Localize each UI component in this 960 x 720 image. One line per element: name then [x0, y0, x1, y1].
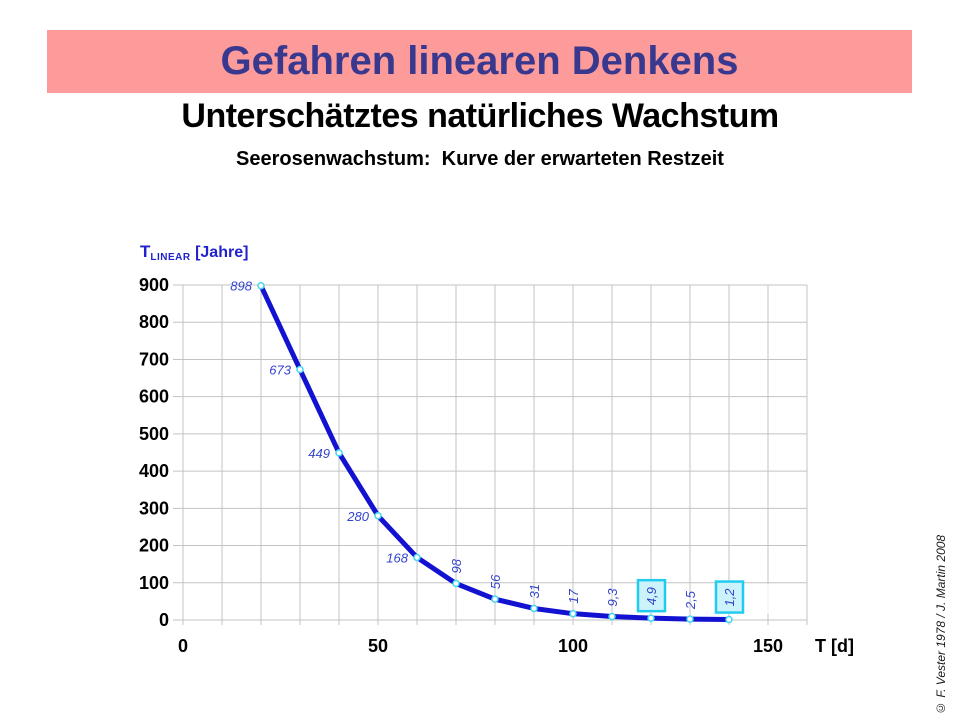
data-point [374, 512, 382, 520]
y-tick-label: 100 [139, 573, 169, 593]
copyright-credit: © F. Vester 1978 / J. Martin 2008 [934, 534, 948, 715]
data-label: 4,9 [644, 587, 659, 605]
y-tick-label: 400 [139, 461, 169, 481]
data-label: 280 [346, 509, 369, 524]
data-point [725, 615, 733, 624]
y-tick-label: 0 [159, 610, 169, 630]
data-label: 673 [269, 362, 291, 377]
y-tick-label: 700 [139, 349, 169, 369]
x-tick-label: 150 [753, 636, 783, 656]
data-label: 9,3 [605, 588, 620, 607]
y-axis-symbol: T [140, 242, 151, 261]
y-tick-label: 500 [139, 424, 169, 444]
y-tick-label: 300 [139, 498, 169, 518]
banner-title: Gefahren linearen Denkens [220, 39, 739, 83]
data-point [491, 595, 499, 603]
chart-subtitle: Seerosenwachstum: Kurve der erwarteten R… [236, 148, 724, 170]
y-axis-subscript: LINEAR [150, 252, 191, 263]
data-label: 31 [527, 584, 542, 598]
data-label-box [714, 580, 745, 614]
data-point [608, 612, 616, 621]
data-point [530, 604, 538, 613]
data-label: 898 [230, 279, 252, 294]
data-label: 56 [488, 574, 503, 589]
data-label-box [636, 578, 667, 613]
x-tick-label: 50 [368, 636, 388, 656]
data-label: 17 [566, 588, 581, 603]
y-tick-label: 200 [139, 536, 169, 556]
data-point [257, 281, 265, 290]
data-point [452, 579, 460, 588]
y-axis-unit: [Jahre] [190, 244, 249, 261]
data-point [569, 609, 577, 618]
data-label: 2,5 [683, 590, 698, 610]
y-tick-label: 600 [139, 387, 169, 407]
data-point [296, 365, 304, 374]
data-point [413, 553, 421, 562]
main-title: Unterschätztes natürliches Wachstum [181, 97, 779, 135]
y-tick-label: 900 [139, 275, 169, 295]
y-tick-label: 800 [139, 312, 169, 332]
data-point [647, 614, 655, 622]
title-banner: Gefahren linearen Denkens [47, 30, 912, 93]
x-axis-title: T [d] [815, 636, 854, 656]
data-point [335, 449, 343, 457]
x-tick-label: 0 [178, 636, 188, 656]
data-label: 98 [449, 558, 464, 573]
data-point [686, 615, 694, 623]
x-tick-label: 100 [558, 636, 588, 656]
data-label: 449 [308, 446, 330, 461]
grid-overlay-patch [752, 584, 806, 614]
y-axis-title: TLINEAR [Jahre] [140, 242, 248, 263]
data-label: 1,2 [722, 588, 737, 607]
data-label: 168 [386, 550, 408, 565]
